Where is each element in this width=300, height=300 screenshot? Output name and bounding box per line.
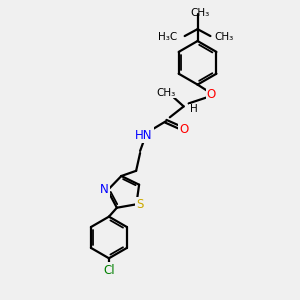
- Text: N: N: [100, 183, 109, 196]
- Text: H: H: [190, 104, 197, 114]
- Text: O: O: [207, 88, 216, 101]
- Text: S: S: [136, 198, 144, 211]
- Text: H₃C: H₃C: [158, 32, 178, 42]
- Text: HN: HN: [135, 129, 153, 142]
- Text: O: O: [179, 123, 188, 136]
- Text: CH₃: CH₃: [190, 8, 210, 18]
- Text: Cl: Cl: [103, 264, 115, 277]
- Text: CH₃: CH₃: [156, 88, 176, 98]
- Text: CH₃: CH₃: [214, 32, 234, 42]
